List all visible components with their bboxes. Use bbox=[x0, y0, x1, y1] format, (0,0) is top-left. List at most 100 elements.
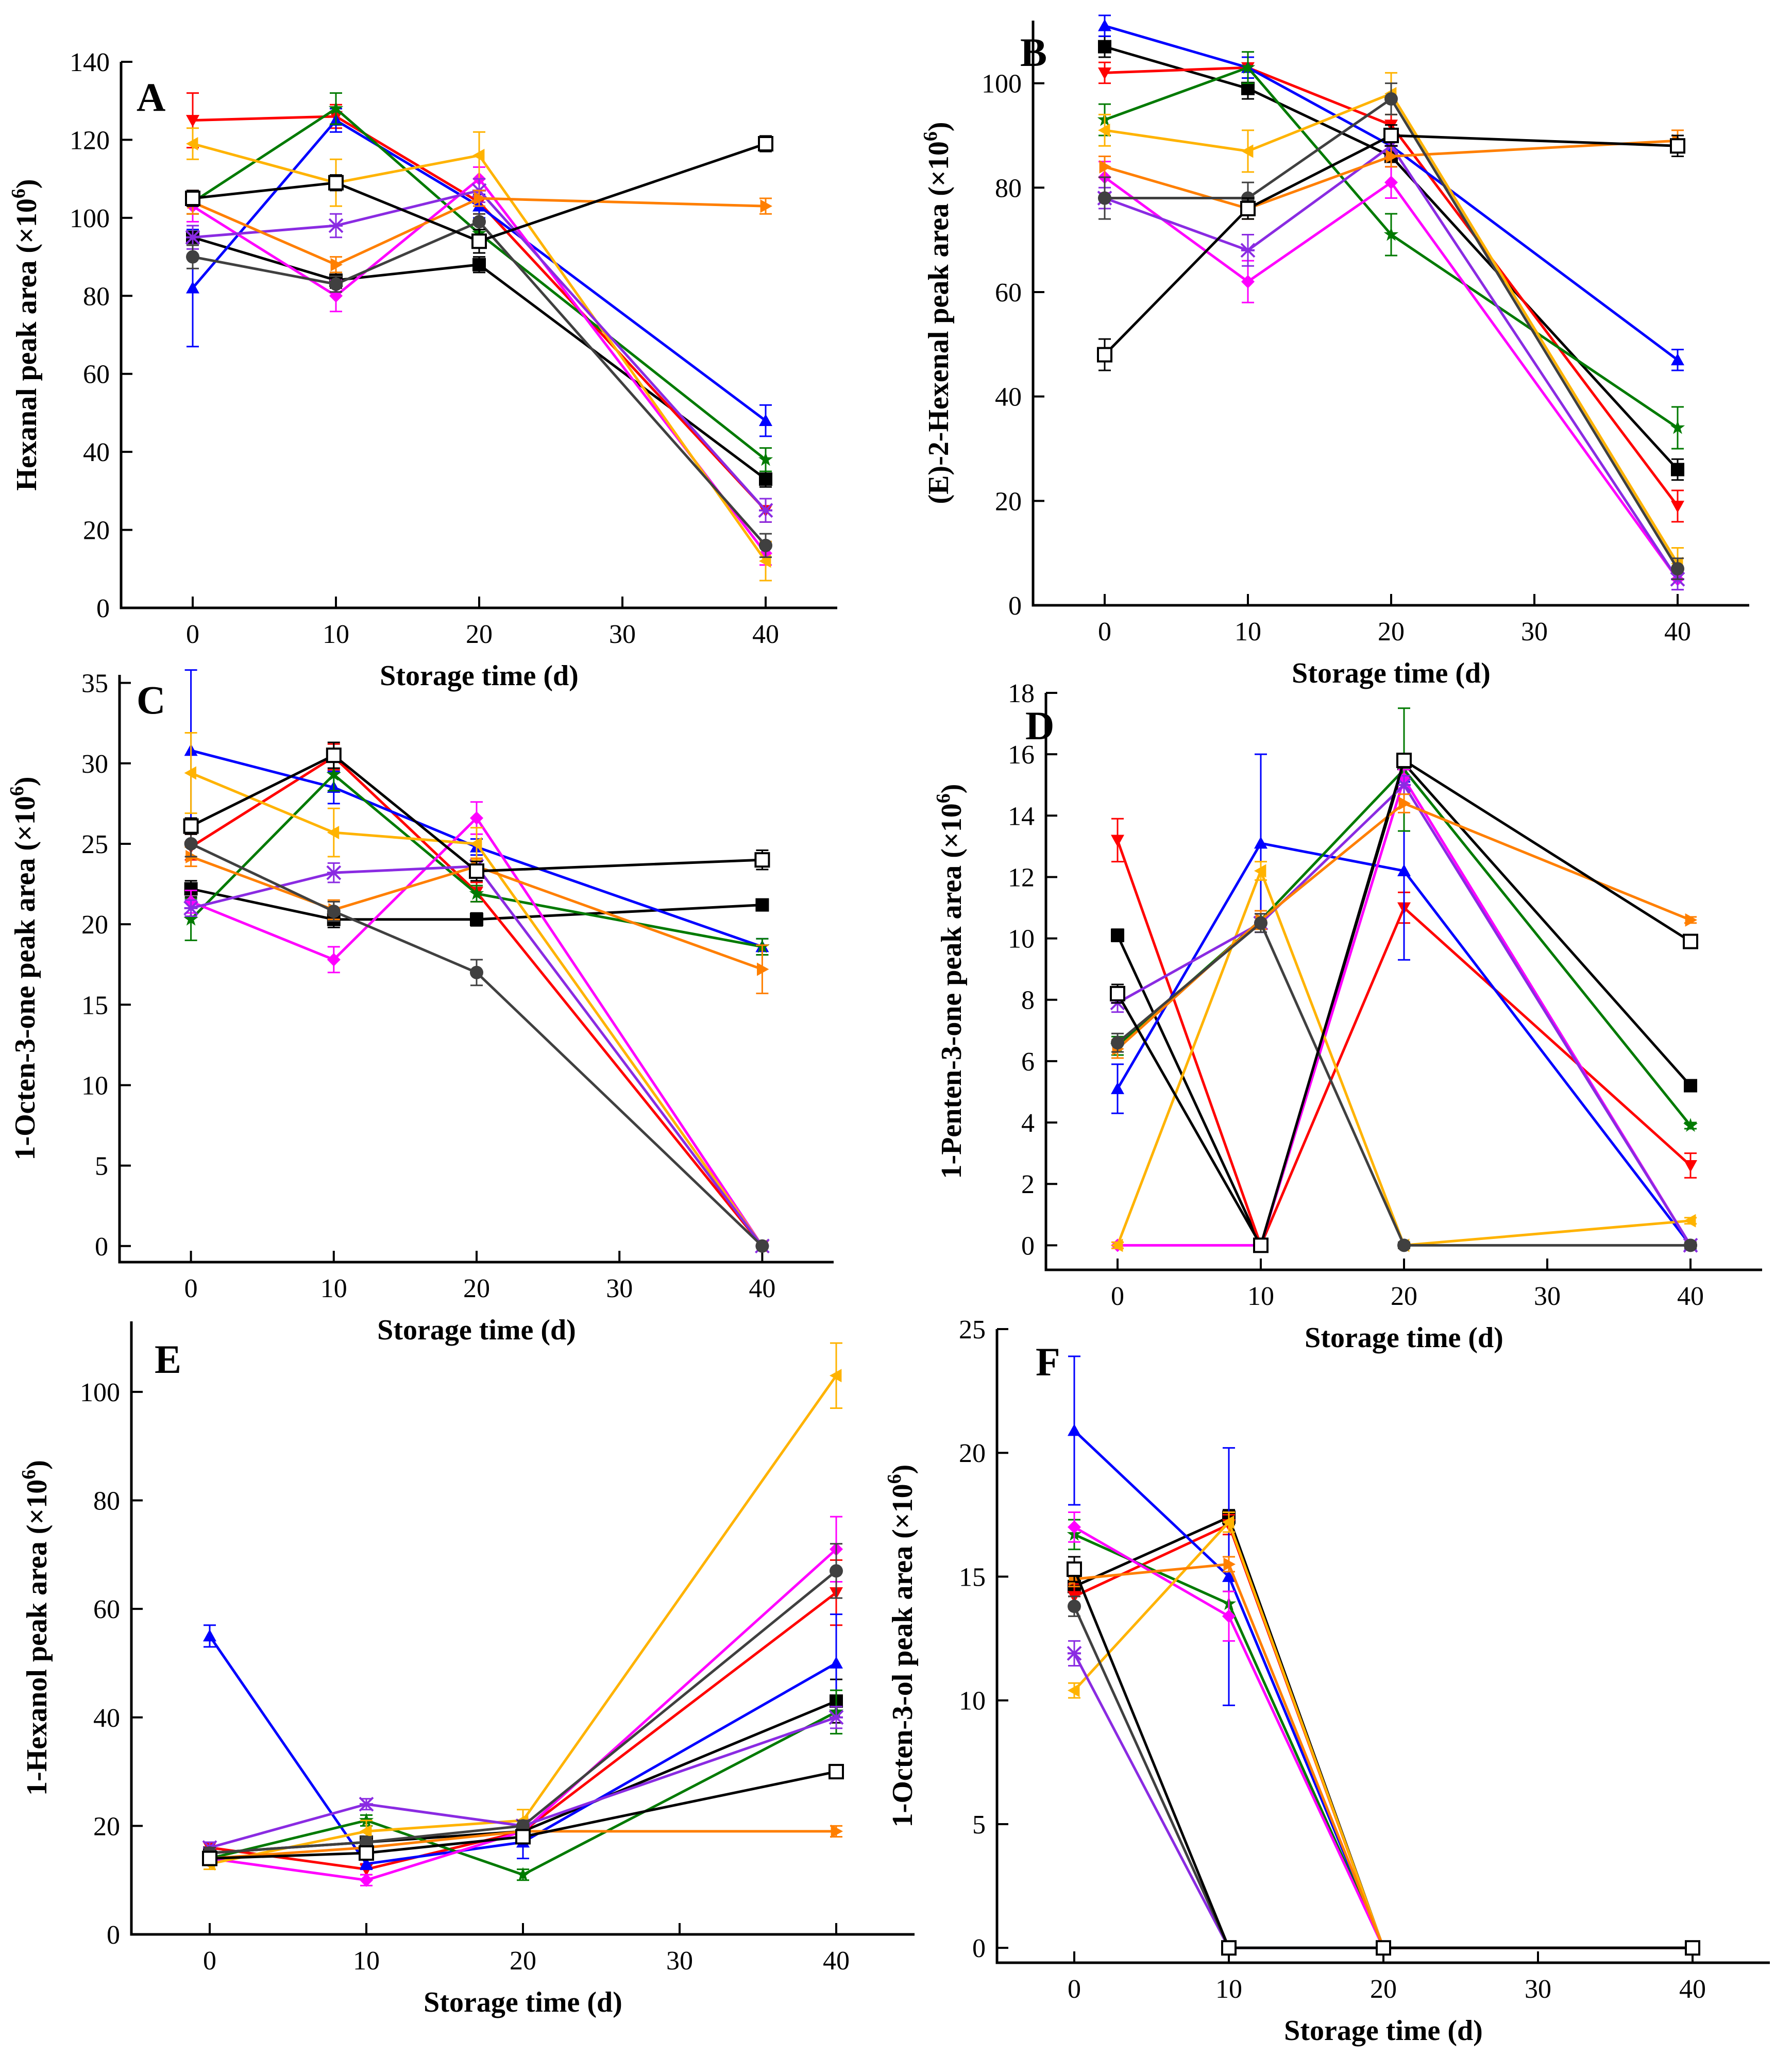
x-tick-label: 10 bbox=[353, 1946, 380, 1976]
data-point bbox=[359, 1845, 374, 1861]
y-tick-label: 25 bbox=[81, 830, 108, 859]
series-s8 bbox=[1068, 1556, 1699, 1955]
x-tick-label: 10 bbox=[1247, 1282, 1274, 1311]
data-point bbox=[472, 258, 486, 271]
panel-letter: C bbox=[137, 677, 165, 722]
data-point bbox=[470, 965, 483, 979]
data-point bbox=[1241, 81, 1255, 95]
data-point bbox=[1397, 1238, 1411, 1252]
data-point bbox=[1683, 1118, 1698, 1132]
y-tick-label: 2 bbox=[1021, 1170, 1035, 1199]
data-point bbox=[1067, 1561, 1082, 1577]
series-line bbox=[192, 107, 767, 461]
y-tick-label: 25 bbox=[959, 1315, 986, 1345]
x-tick-label: 40 bbox=[1679, 1975, 1706, 2004]
x-tick-label: 20 bbox=[1378, 617, 1405, 647]
data-point bbox=[360, 1824, 372, 1838]
axis-frame bbox=[995, 1329, 1770, 1964]
panel-letter: B bbox=[1020, 30, 1047, 75]
data-point bbox=[1068, 1600, 1081, 1613]
data-point bbox=[327, 953, 341, 966]
data-point bbox=[1671, 501, 1684, 513]
series-line bbox=[192, 236, 767, 481]
data-point bbox=[1397, 864, 1411, 876]
series-line bbox=[1104, 24, 1679, 361]
y-axis-title-main: Hexanal peak area (×10 bbox=[11, 198, 43, 491]
data-point bbox=[328, 175, 344, 191]
data-point bbox=[186, 137, 198, 150]
data-point bbox=[754, 852, 770, 868]
y-tick-label: 80 bbox=[995, 174, 1022, 203]
x-tick-label: 20 bbox=[1391, 1282, 1417, 1311]
x-tick-label: 30 bbox=[1525, 1975, 1551, 2004]
x-axis-title: Storage time (d) bbox=[1292, 657, 1491, 689]
x-tick-label: 0 bbox=[1111, 1282, 1124, 1311]
data-point bbox=[329, 277, 343, 291]
y-tick-label: 20 bbox=[93, 1812, 120, 1841]
series-line bbox=[190, 754, 763, 873]
series-line bbox=[192, 177, 767, 554]
data-point bbox=[755, 1239, 769, 1253]
series-line bbox=[192, 118, 767, 422]
x-tick-label: 40 bbox=[752, 620, 779, 649]
series-s3 bbox=[203, 1613, 843, 1871]
data-point bbox=[759, 538, 772, 552]
y-axis-title: 1-Hexanol peak area (×106) bbox=[18, 1460, 53, 1796]
data-point bbox=[203, 1629, 216, 1642]
y-axis-title-exponent: 6 bbox=[18, 1470, 40, 1480]
data-point bbox=[1111, 1036, 1124, 1050]
x-axis-title: Storage time (d) bbox=[1284, 2015, 1483, 2047]
data-point bbox=[1684, 1160, 1697, 1172]
x-tick-label: 30 bbox=[666, 1946, 693, 1976]
panel-b: 0 10 20 30 40 0 20 40 60 80 100 Storage time (d) (E)… bbox=[920, 14, 1749, 689]
panel-c: 0 10 20 30 40 0 5 10 15 20 25 30 35 Storage time (d) 1… bbox=[6, 669, 834, 1346]
data-point bbox=[328, 218, 344, 233]
x-tick-label: 20 bbox=[463, 1274, 490, 1303]
data-point bbox=[1240, 200, 1256, 216]
data-point bbox=[1384, 92, 1398, 106]
data-point bbox=[1396, 777, 1412, 793]
series-s2 bbox=[1068, 1514, 1699, 1955]
series-line bbox=[1104, 134, 1678, 356]
data-point bbox=[360, 1873, 373, 1887]
data-point bbox=[186, 115, 199, 127]
y-axis-title: 1-Octen-3-ol peak area (×106) bbox=[884, 1465, 919, 1828]
series-s7 bbox=[1097, 134, 1685, 591]
data-point bbox=[515, 1867, 531, 1881]
series-s9 bbox=[1111, 913, 1697, 1252]
y-axis-title-end: ) bbox=[923, 122, 955, 132]
series-s4 bbox=[1067, 1519, 1700, 1954]
data-point bbox=[1685, 1940, 1700, 1956]
x-tick-label: 0 bbox=[1098, 617, 1111, 647]
x-tick-label: 10 bbox=[1235, 617, 1261, 647]
data-point bbox=[1670, 420, 1685, 434]
series-line bbox=[1073, 1430, 1693, 1949]
data-point bbox=[831, 1824, 843, 1838]
y-axis-title: Hexanal peak area (×106) bbox=[8, 179, 43, 490]
data-point bbox=[1240, 60, 1256, 74]
y-tick-label: 80 bbox=[83, 282, 110, 311]
panel-letter: A bbox=[137, 75, 165, 120]
data-point bbox=[185, 230, 200, 245]
y-axis-title-end: ) bbox=[9, 776, 41, 786]
y-tick-label: 10 bbox=[1008, 925, 1035, 954]
data-point bbox=[1254, 836, 1267, 849]
data-point bbox=[1384, 176, 1398, 190]
data-point bbox=[184, 837, 198, 851]
data-point bbox=[202, 1850, 217, 1866]
series-line bbox=[1073, 1520, 1693, 1949]
series-line bbox=[1104, 144, 1679, 580]
y-tick-label: 0 bbox=[96, 594, 110, 623]
y-tick-label: 5 bbox=[972, 1810, 986, 1840]
y-axis-title-main: 1-Octen-3-one peak area (×10 bbox=[9, 796, 41, 1160]
data-point bbox=[1098, 40, 1111, 54]
panel-letter: D bbox=[1025, 703, 1054, 748]
data-point bbox=[757, 962, 769, 976]
y-tick-label: 0 bbox=[972, 1934, 986, 1963]
data-point bbox=[359, 1796, 374, 1812]
y-tick-label: 0 bbox=[95, 1232, 108, 1262]
series-line bbox=[209, 1548, 837, 1882]
series-line bbox=[1073, 1533, 1693, 1949]
data-point bbox=[1254, 864, 1266, 878]
data-point bbox=[830, 1656, 843, 1669]
